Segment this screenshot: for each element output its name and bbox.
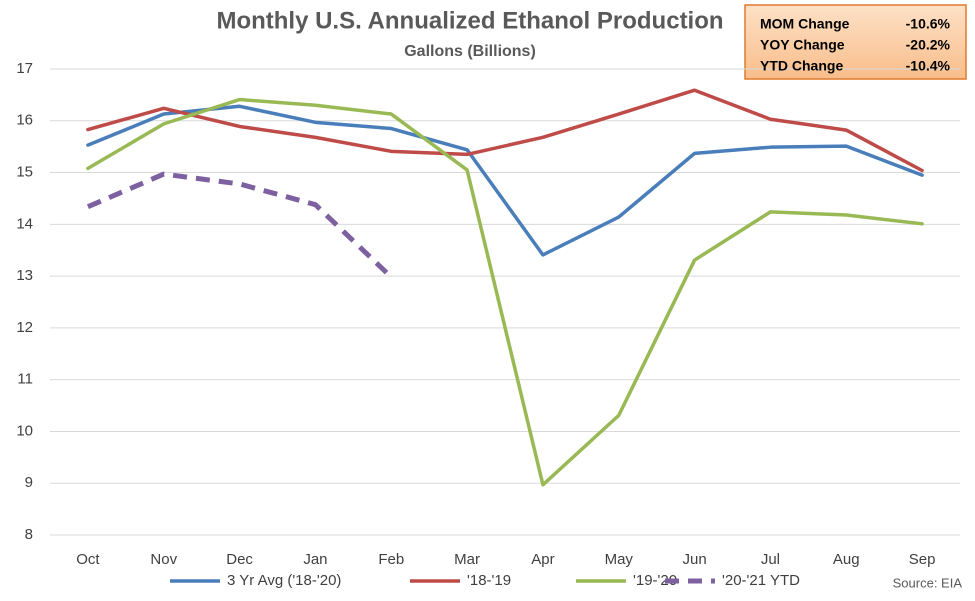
- x-tick-label: Nov: [150, 551, 177, 568]
- y-tick-label: 12: [16, 319, 33, 336]
- x-tick-label: Feb: [378, 551, 404, 568]
- x-tick-label: Jan: [303, 551, 327, 568]
- chart-title: Monthly U.S. Annualized Ethanol Producti…: [216, 7, 723, 34]
- x-tick-label: Jun: [682, 551, 706, 568]
- annotation-label: YTD Change: [760, 58, 843, 74]
- legend-label: '19-'20: [633, 572, 677, 589]
- y-tick-label: 13: [16, 267, 33, 284]
- annotation-value: -10.6%: [906, 16, 951, 32]
- series-line: [86, 97, 924, 487]
- annotation-label: MOM Change: [760, 16, 850, 32]
- y-tick-label: 9: [25, 474, 33, 491]
- y-tick-label: 8: [25, 526, 33, 543]
- y-tick-label: 11: [17, 371, 33, 388]
- x-tick-label: Aug: [833, 551, 860, 568]
- x-tick-label: Dec: [226, 551, 253, 568]
- annotation-box: [744, 4, 967, 80]
- y-tick-label: 17: [16, 60, 33, 77]
- series-line: [86, 104, 924, 257]
- x-tick-label: Oct: [76, 551, 100, 568]
- x-tick-label: Sep: [909, 551, 936, 568]
- source: Source: EIA: [893, 575, 963, 590]
- x-tick-label: Mar: [454, 551, 480, 568]
- y-tick-label: 14: [16, 215, 33, 232]
- legend-label: 3 Yr Avg ('18-'20): [227, 572, 341, 589]
- y-tick-label: 15: [16, 164, 33, 181]
- series-line: [86, 88, 924, 173]
- y-tick-label: 16: [16, 112, 33, 129]
- legend-label: '18-'19: [467, 572, 511, 589]
- annotation-value: -20.2%: [906, 37, 951, 53]
- x-tick-label: Apr: [531, 551, 554, 568]
- x-tick-label: Jul: [761, 551, 780, 568]
- legend-label: '20-'21 YTD: [722, 572, 800, 589]
- chart-subtitle: Gallons (Billions): [404, 43, 536, 60]
- annotation-value: -10.4%: [906, 58, 951, 74]
- annotation-label: YOY Change: [760, 37, 845, 53]
- y-tick-label: 10: [16, 422, 33, 439]
- x-tick-label: May: [605, 551, 634, 568]
- series-line: [86, 171, 393, 279]
